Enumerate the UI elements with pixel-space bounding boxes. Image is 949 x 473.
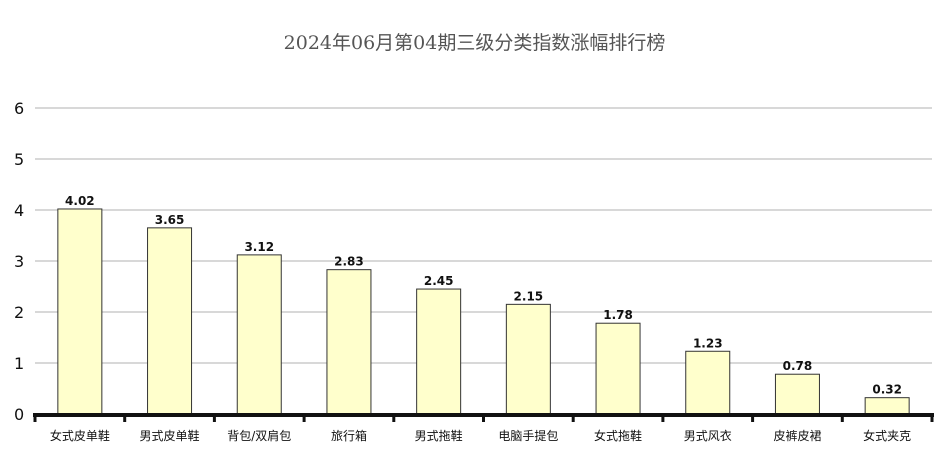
category-labels: 女式皮单鞋 男式皮单鞋 背包/双肩包 旅行箱 男式拖鞋 电脑手提包 女式拖鞋 男式风衣 皮裤皮裙… — [50, 428, 911, 443]
bar-5 — [416, 288, 462, 415]
data-label: 1.23 — [693, 336, 723, 350]
data-label: 0.32 — [872, 383, 902, 397]
x-tick-label: 女式皮单鞋 — [50, 428, 110, 443]
gridlines — [35, 107, 932, 364]
y-axis-ticks: 0 1 2 3 4 5 6 — [14, 99, 24, 424]
bar-3 — [236, 254, 282, 415]
data-label: 3.12 — [244, 240, 274, 254]
data-label: 2.15 — [514, 289, 544, 303]
y-tick-label: 6 — [14, 99, 24, 118]
y-tick-label: 1 — [14, 354, 24, 373]
bar-8 — [685, 350, 731, 415]
data-labels: 4.02 3.65 3.12 2.83 2.45 2.15 1.78 1.23 0.78 0.32 — [65, 194, 902, 397]
x-tick-label: 女式拖鞋 — [594, 428, 642, 443]
x-tick-label: 旅行箱 — [331, 428, 367, 443]
x-tick-label: 男式风衣 — [684, 428, 732, 443]
data-label: 2.45 — [424, 274, 454, 288]
y-tick-label: 5 — [14, 150, 24, 169]
y-tick-label: 3 — [14, 252, 24, 271]
y-tick-label: 0 — [14, 405, 24, 424]
data-label: 0.78 — [783, 359, 813, 373]
bar-2 — [147, 227, 193, 415]
data-label: 3.65 — [155, 213, 185, 227]
x-tick-label: 电脑手提包 — [498, 428, 558, 443]
x-tick-label: 皮裤皮裙 — [773, 429, 821, 443]
bar-7 — [595, 322, 641, 415]
y-tick-label: 2 — [14, 303, 24, 322]
bar-1 — [57, 208, 103, 415]
chart-title: 2024年06月第04期三级分类指数涨幅排行榜 — [283, 32, 666, 54]
data-label: 2.83 — [334, 255, 364, 269]
data-label: 1.78 — [603, 308, 633, 322]
bar-4 — [326, 269, 372, 415]
x-tick-label: 背包/双肩包 — [227, 428, 291, 443]
bars — [57, 208, 910, 415]
x-axis — [33, 413, 934, 422]
x-tick-label: 男式拖鞋 — [415, 428, 463, 443]
bar-10 — [864, 397, 910, 415]
x-tick-label: 男式皮单鞋 — [140, 428, 200, 443]
data-label: 4.02 — [65, 194, 95, 208]
bar-9 — [774, 373, 820, 415]
x-tick-label: 女式夹克 — [863, 428, 911, 443]
y-tick-label: 4 — [14, 201, 24, 220]
bar-6 — [505, 303, 551, 415]
